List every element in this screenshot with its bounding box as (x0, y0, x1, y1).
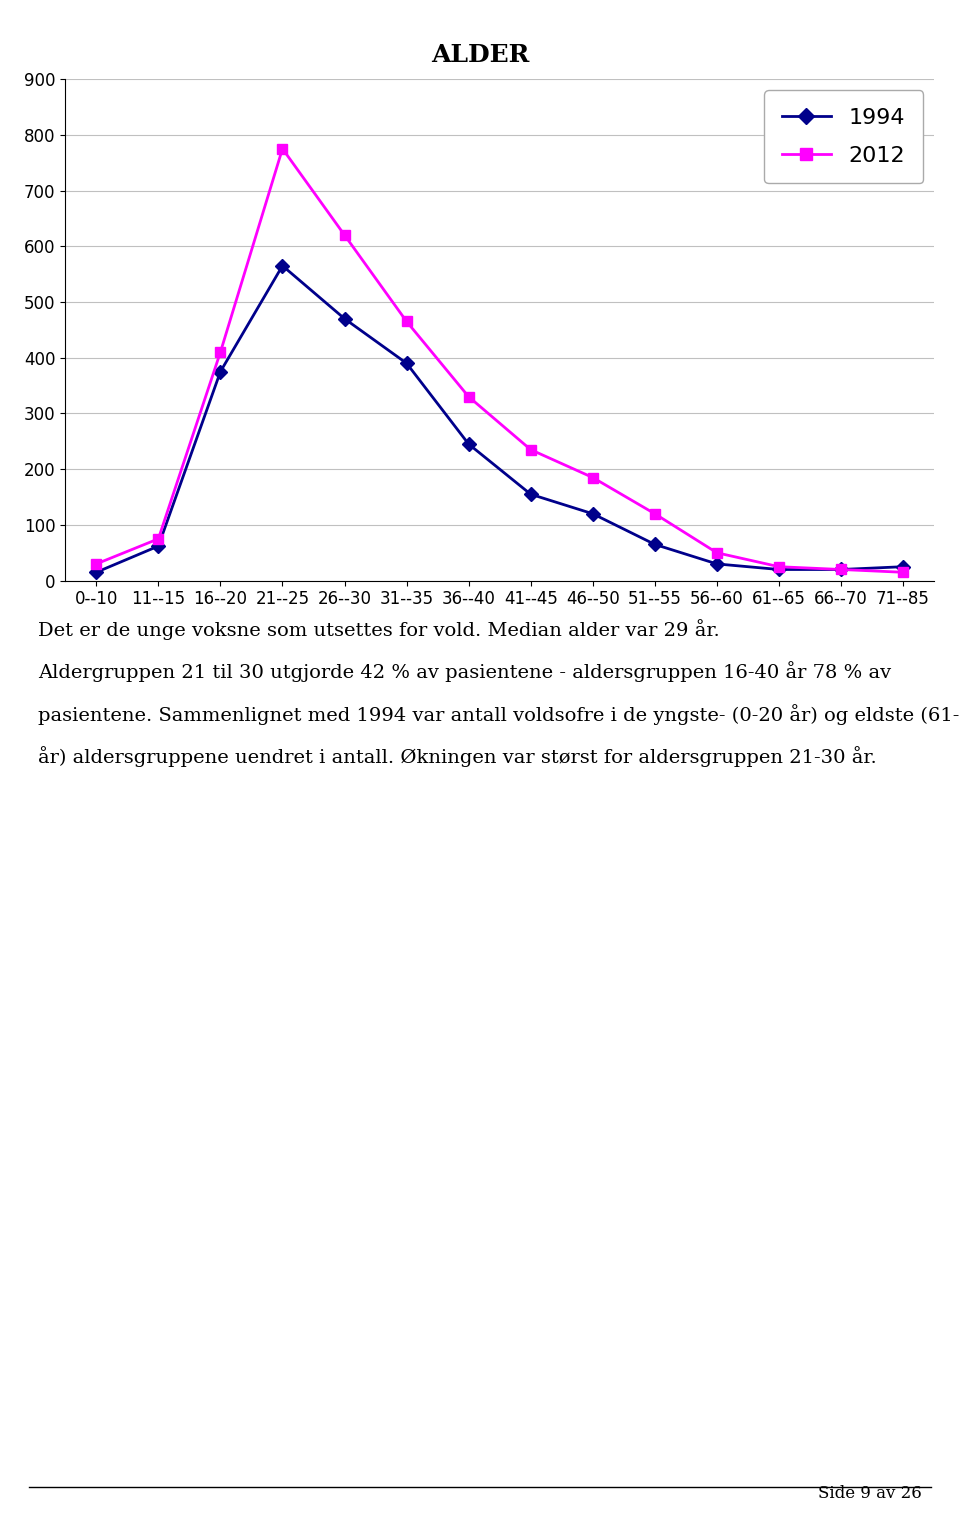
2012 (401, 313, 413, 331)
2012 (711, 544, 723, 562)
1994 (773, 561, 784, 579)
Text: pasientene. Sammenlignet med 1994 var antall voldsofre i de yngste- (0-20 år) og: pasientene. Sammenlignet med 1994 var an… (38, 704, 960, 725)
1994 (525, 485, 537, 503)
2012 (525, 441, 537, 459)
2012 (463, 388, 474, 406)
2012 (773, 558, 784, 576)
Text: Aldergruppen 21 til 30 utgjorde 42 % av pasientene - aldersgruppen 16-40 år 78 %: Aldergruppen 21 til 30 utgjorde 42 % av … (38, 661, 892, 682)
1994 (90, 562, 102, 581)
1994 (711, 555, 723, 573)
2012 (835, 561, 847, 579)
1994 (835, 561, 847, 579)
1994 (215, 362, 227, 380)
Legend: 1994, 2012: 1994, 2012 (764, 90, 923, 184)
1994 (401, 354, 413, 372)
Line: 1994: 1994 (91, 261, 908, 578)
2012 (215, 344, 227, 362)
Text: ALDER: ALDER (431, 43, 529, 67)
1994 (276, 257, 288, 275)
2012 (587, 468, 598, 486)
2012 (153, 530, 164, 549)
Text: Side 9 av 26: Side 9 av 26 (818, 1485, 922, 1502)
2012 (90, 555, 102, 573)
Text: Det er de unge voksne som utsettes for vold. Median alder var 29 år.: Det er de unge voksne som utsettes for v… (38, 619, 720, 640)
2012 (276, 140, 288, 158)
2012 (898, 562, 909, 581)
2012 (649, 505, 660, 523)
1994 (898, 558, 909, 576)
1994 (339, 310, 350, 328)
Line: 2012: 2012 (91, 144, 908, 578)
1994 (153, 537, 164, 555)
Text: år) aldersgruppene uendret i antall. Økningen var størst for aldersgruppen 21-30: år) aldersgruppene uendret i antall. Økn… (38, 746, 877, 768)
1994 (649, 535, 660, 553)
2012 (339, 226, 350, 245)
1994 (587, 505, 598, 523)
1994 (463, 435, 474, 453)
